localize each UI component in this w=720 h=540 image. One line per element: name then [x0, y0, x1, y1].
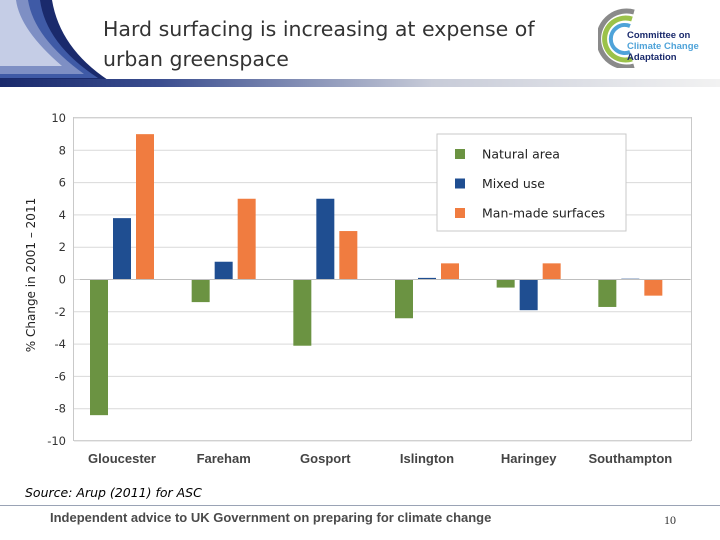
y-tick-label: 4	[59, 208, 66, 222]
y-tick-label: 6	[59, 176, 66, 190]
y-tick-label: -8	[55, 402, 66, 416]
bar	[237, 198, 256, 280]
bar	[418, 277, 436, 280]
bar	[496, 279, 515, 288]
bar	[395, 279, 413, 319]
footer-tagline: Independent advice to UK Government on p…	[50, 510, 492, 525]
y-tick-label: -4	[55, 337, 66, 351]
bar	[191, 279, 210, 303]
source-note: Source: Arup (2011) for ASC	[25, 485, 202, 500]
page-number: 10	[664, 513, 676, 527]
committee-logo: Committee on Climate Change Adaptation	[598, 8, 718, 68]
x-tick-label: Southampton	[588, 451, 672, 466]
bar	[136, 134, 154, 280]
bar	[644, 279, 663, 296]
y-tick-label: -6	[55, 369, 66, 383]
footer-rule	[0, 505, 720, 506]
title-rule	[0, 79, 720, 87]
legend-label: Natural area	[482, 147, 560, 162]
logo-line-2: Climate Change	[627, 41, 699, 52]
x-tick-label: Islington	[400, 451, 454, 466]
bar	[293, 279, 312, 346]
y-tick-label: 2	[59, 240, 66, 254]
x-tick-label: Haringey	[501, 451, 557, 466]
bar	[519, 279, 538, 311]
x-tick-label: Fareham	[197, 451, 251, 466]
bar	[441, 263, 459, 280]
bar	[339, 231, 358, 280]
y-tick-label: -10	[47, 434, 66, 448]
logo-line-1: Committee on	[627, 30, 691, 41]
y-axis-label: % Change in 2001 – 2011	[24, 197, 38, 353]
y-tick-label: -2	[55, 305, 66, 319]
bar	[316, 198, 335, 280]
corner-swoosh-decoration	[0, 0, 108, 86]
slide-title: Hard surfacing is increasing at expense …	[103, 17, 535, 71]
bar	[214, 261, 233, 280]
bar	[113, 218, 131, 280]
x-tick-label: Gloucester	[88, 451, 156, 466]
legend-box	[436, 133, 627, 232]
logo-line-3: Adaptation	[627, 52, 677, 63]
legend-label: Man-made surfaces	[482, 206, 605, 221]
legend-swatch	[455, 208, 465, 218]
bar	[598, 279, 617, 307]
legend-swatch	[455, 178, 465, 189]
y-tick-label: 0	[59, 273, 66, 287]
x-tick-label: Gosport	[300, 451, 351, 466]
bar	[542, 263, 561, 280]
legend-label: Mixed use	[482, 176, 545, 191]
y-tick-label: 8	[59, 143, 66, 157]
legend-swatch	[455, 149, 465, 159]
logo-rings-icon	[598, 8, 635, 68]
y-tick-label: 10	[51, 111, 66, 125]
bar	[90, 279, 108, 416]
